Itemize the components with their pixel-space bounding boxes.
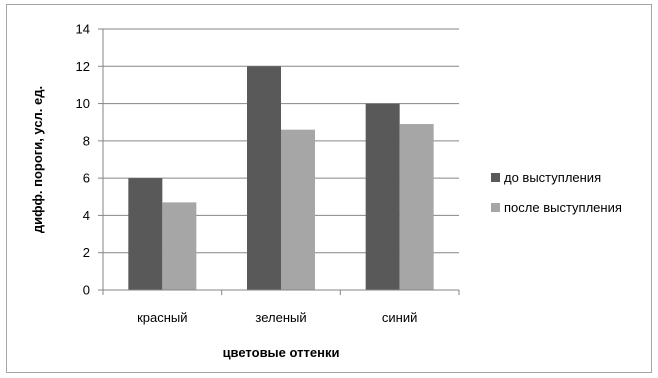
bar-before (247, 66, 281, 291)
x-tick-label: красный (137, 310, 187, 325)
x-axis-ticks: красный зеленый синий (102, 290, 460, 325)
y-tick-label: 4 (83, 208, 90, 223)
y-tick-label: 12 (76, 59, 90, 74)
chart-frame (6, 4, 652, 373)
y-tick-label: 8 (83, 133, 90, 148)
y-tick-label: 6 (83, 171, 90, 186)
legend-swatch (491, 203, 500, 212)
bar-after (162, 202, 197, 290)
x-tick-label: зеленый (255, 310, 306, 325)
y-tick-label: 10 (76, 96, 90, 111)
y-tick-label: 0 (83, 283, 90, 298)
bar-before (365, 103, 400, 290)
y-tick-label: 14 (76, 22, 90, 37)
legend-swatch (491, 173, 500, 182)
bar-after (281, 129, 315, 290)
bar-before (128, 178, 163, 290)
legend: до выступления после выступления (491, 170, 622, 215)
x-axis-title: цветовые оттенки (223, 345, 340, 360)
x-tick-label: синий (382, 310, 417, 325)
legend-label: до выступления (504, 170, 601, 185)
y-axis-title: дифф. пороги, усл. ед. (30, 86, 45, 233)
y-axis-ticks: 0 2 4 6 8 10 12 14 (76, 22, 103, 298)
bar-after (399, 124, 434, 290)
bars (128, 66, 434, 291)
legend-label: после выступления (504, 200, 622, 215)
y-tick-label: 2 (83, 245, 90, 260)
